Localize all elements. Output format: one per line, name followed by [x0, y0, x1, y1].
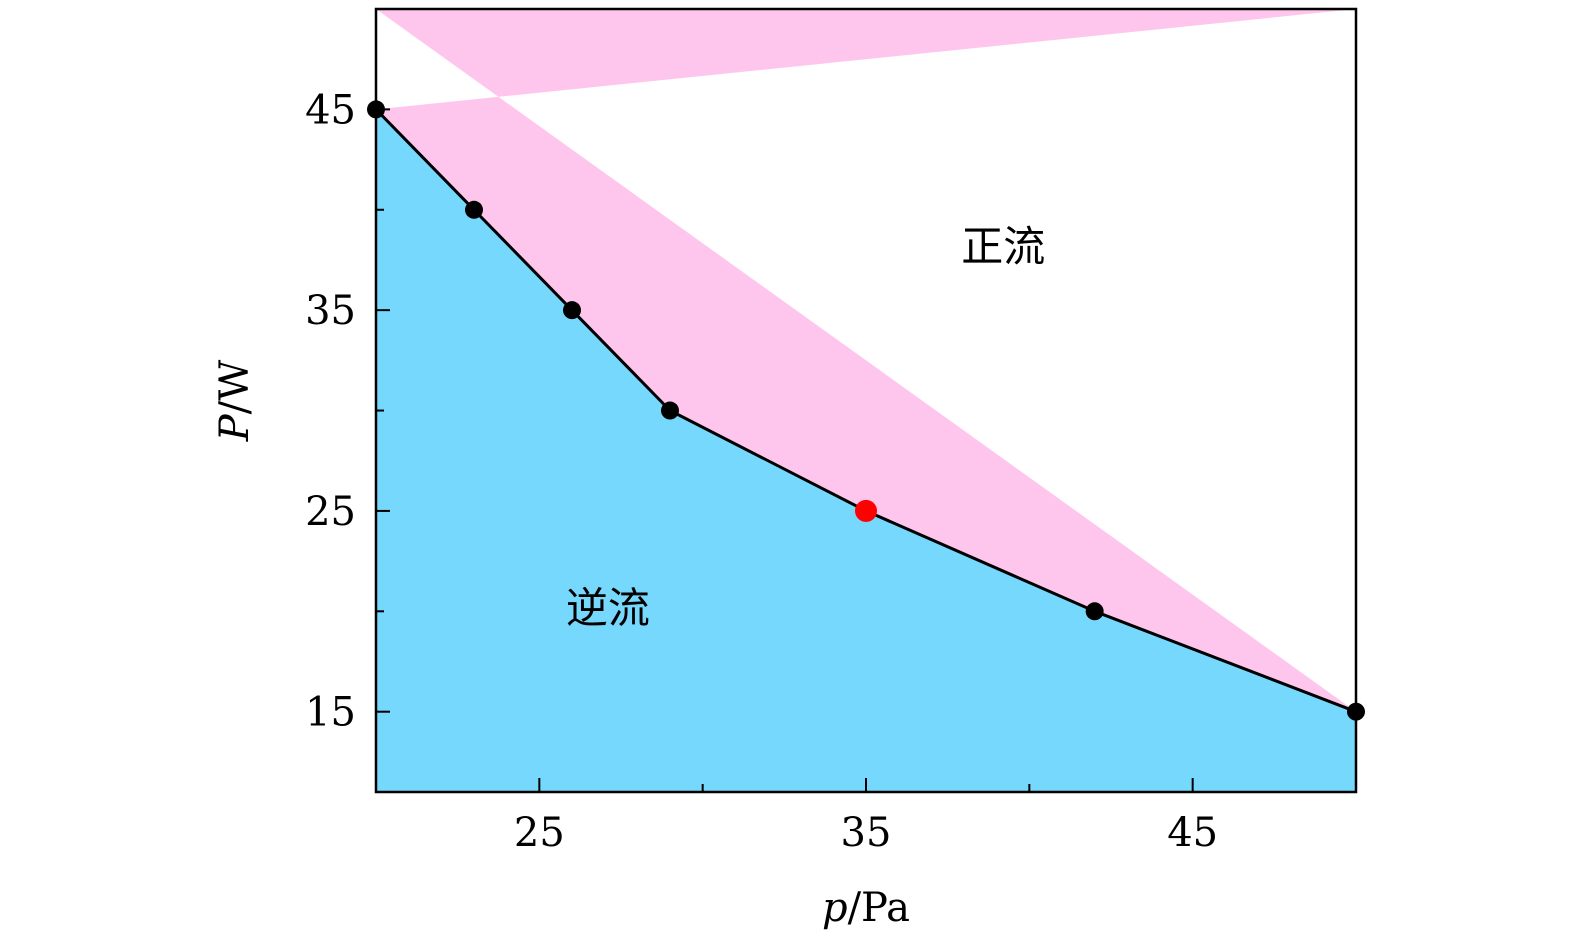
- data-point-highlighted: [855, 499, 877, 522]
- x-tick-label: 45: [1167, 810, 1218, 856]
- region-label-forward-flow: 正流: [961, 222, 1045, 271]
- data-point: [465, 200, 483, 219]
- data-point: [661, 401, 679, 420]
- region-reverse-flow: [376, 109, 1356, 792]
- y-axis-label-symbol: P: [212, 413, 258, 442]
- y-axis-label: P/W: [212, 360, 258, 443]
- plot-area: [367, 9, 1365, 792]
- x-tick-label: 25: [514, 810, 565, 856]
- y-tick-label: 15: [305, 690, 356, 736]
- data-point: [1085, 602, 1104, 621]
- x-axis-label-unit: /Pa: [848, 885, 910, 931]
- x-axis-label-symbol: p: [822, 885, 848, 931]
- x-tick-label: 35: [841, 810, 892, 856]
- y-tick-label: 45: [305, 87, 356, 133]
- data-point: [563, 301, 581, 320]
- region-label-reverse-flow: 逆流: [566, 583, 650, 632]
- x-axis-label: p/Pa: [822, 885, 910, 931]
- region-forward-flow: [376, 9, 1356, 712]
- y-axis-label-unit: /W: [212, 360, 258, 415]
- y-axis: 15 25 35 45: [305, 87, 390, 736]
- y-tick-label: 25: [305, 489, 356, 535]
- y-tick-label: 35: [305, 288, 356, 334]
- x-axis: 25 35 45: [514, 778, 1218, 856]
